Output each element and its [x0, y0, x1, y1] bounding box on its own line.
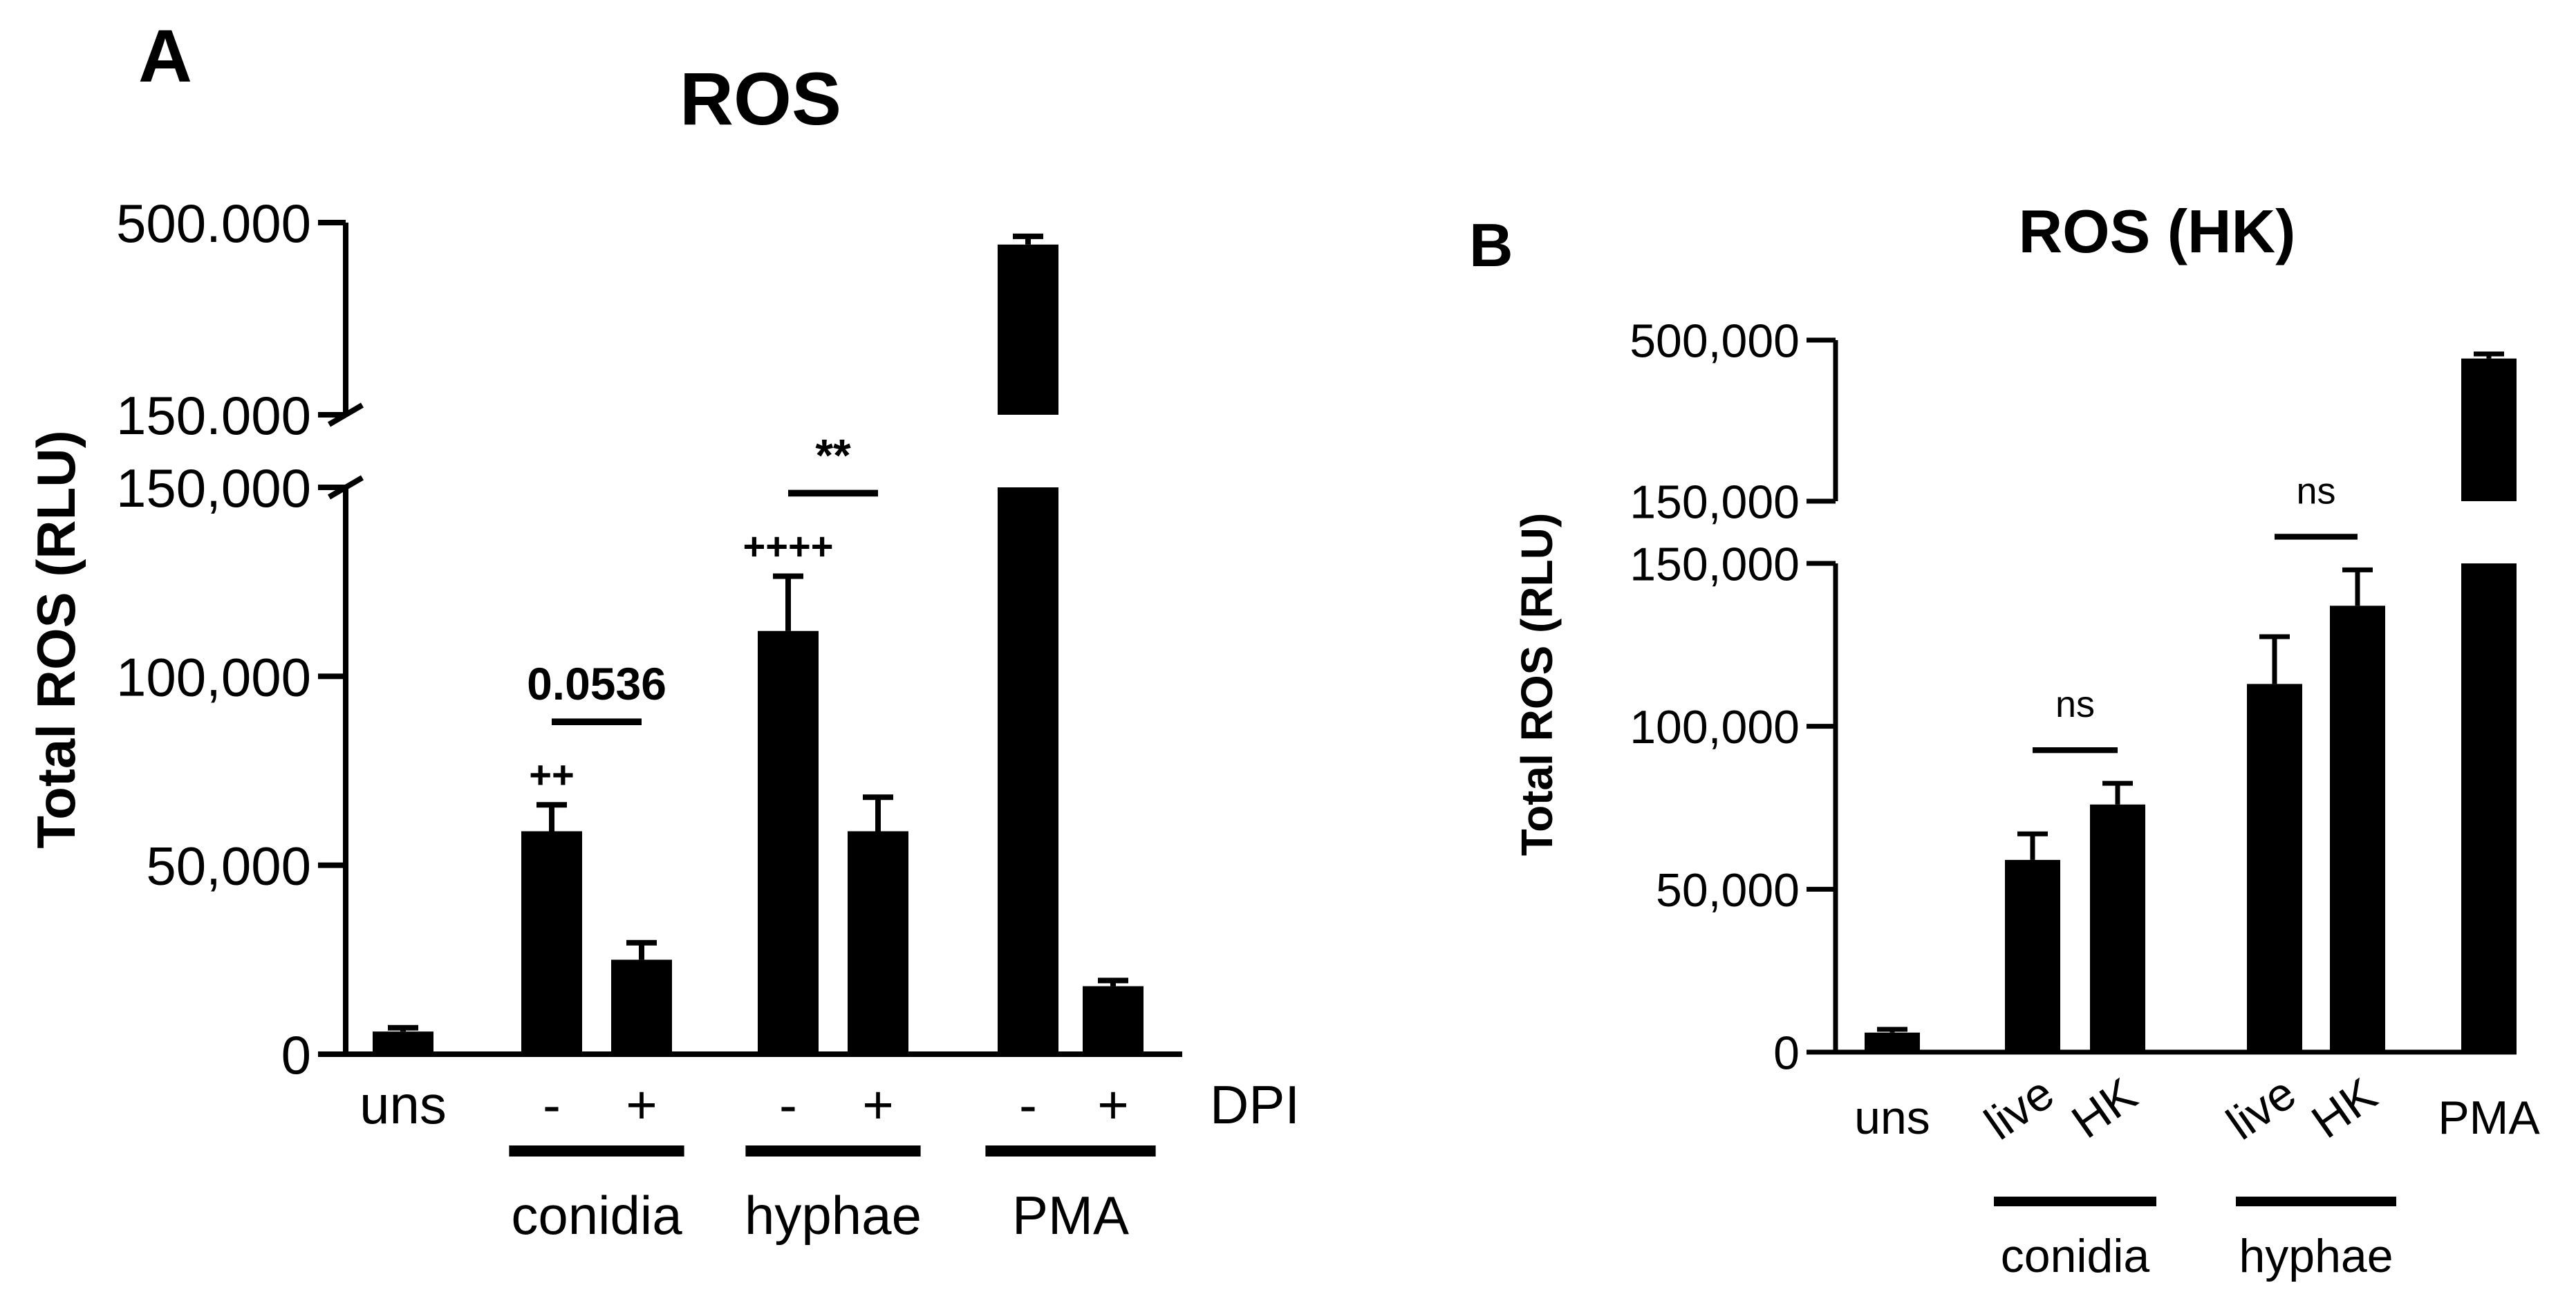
x-category-label: uns	[360, 1074, 447, 1135]
bar	[373, 1031, 433, 1054]
x-category-label: uns	[1854, 1092, 1930, 1144]
group-label: conidia	[511, 1185, 682, 1246]
y-tick-label: 100,000	[1630, 701, 1800, 754]
x-category-label: live	[2217, 1067, 2305, 1150]
bar	[998, 244, 1058, 415]
y-tick-label: 0	[1773, 1027, 1800, 1079]
bar	[2461, 358, 2517, 501]
significance-label: ns	[2296, 470, 2335, 512]
bar	[2090, 804, 2145, 1052]
bar	[1083, 986, 1144, 1054]
x-category-label: PMA	[2438, 1092, 2540, 1144]
bar	[521, 831, 582, 1054]
panel-a-title: ROS	[680, 57, 841, 140]
group-label: PMA	[1012, 1185, 1129, 1246]
panel-a: A ROS Total ROS (RLU) DPI 0 50,000 100,000…	[26, 14, 1300, 1246]
bar-significance-mark: ++++	[743, 524, 833, 568]
x-category-label: -	[779, 1074, 797, 1135]
y-tick-label: 0	[281, 1024, 311, 1085]
x-category-label: HK	[2062, 1068, 2146, 1148]
group-label: hyphae	[745, 1185, 922, 1246]
x-category-label: +	[1097, 1074, 1129, 1135]
bar	[1865, 1032, 1920, 1052]
bar-significance-mark: ++	[529, 753, 575, 796]
group-label: hyphae	[2239, 1230, 2393, 1282]
bar	[611, 960, 672, 1054]
y-tick-label: 150,000	[1630, 476, 1800, 528]
y-tick-label: 500,000	[1630, 315, 1800, 367]
y-tick-label: 50,000	[146, 836, 311, 897]
panel-a-ylabel: Total ROS (RLU)	[26, 430, 86, 848]
significance-label: 0.0536	[527, 658, 666, 709]
x-category-label: HK	[2302, 1068, 2386, 1148]
panel-a-x-row-label: DPI	[1210, 1074, 1300, 1135]
panel-b-title: ROS (HK)	[2019, 197, 2296, 265]
y-tick-label: 150,000	[116, 458, 311, 518]
bar	[2461, 563, 2517, 1052]
x-category-label: +	[862, 1074, 894, 1135]
significance-label: ns	[2055, 684, 2095, 725]
panel-b-label: B	[1469, 211, 1513, 279]
x-category-label: +	[626, 1074, 657, 1135]
x-category-label: live	[1975, 1067, 2063, 1150]
significance-label: **	[815, 429, 851, 480]
bar	[2247, 684, 2302, 1052]
y-tick-label: 100,000	[116, 646, 311, 707]
y-tick-label: 500.000	[116, 193, 311, 254]
panel-b: B ROS (HK) Total ROS (RLU) 0 50,000 100,00…	[1469, 197, 2540, 1282]
y-tick-label: 150.000	[116, 385, 311, 446]
group-label: conidia	[2001, 1230, 2150, 1282]
bar	[998, 487, 1058, 1054]
bar	[2330, 606, 2385, 1052]
x-category-label: -	[543, 1074, 561, 1135]
x-category-label: -	[1019, 1074, 1037, 1135]
bar	[848, 831, 908, 1054]
panel-b-ylabel: Total ROS (RLU)	[1512, 513, 1562, 857]
bar	[758, 630, 819, 1054]
y-tick-label: 150,000	[1630, 538, 1800, 590]
y-tick-label: 50,000	[1656, 864, 1800, 917]
panel-a-label: A	[138, 14, 192, 97]
bar	[2005, 859, 2060, 1052]
